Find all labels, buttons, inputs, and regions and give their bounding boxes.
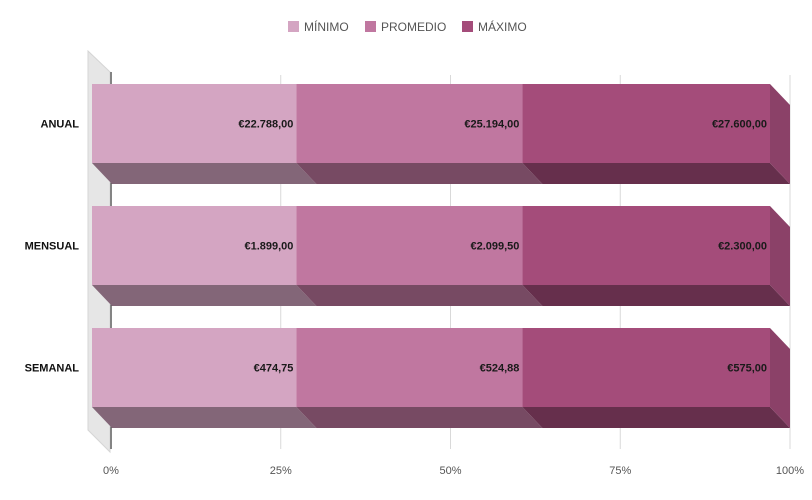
x-tick-label: 25%	[270, 465, 292, 477]
bar-segment[interactable]	[92, 206, 297, 285]
bar-depth-face	[296, 407, 543, 428]
bar-segment[interactable]	[296, 84, 523, 163]
x-tick-label: 100%	[776, 465, 804, 477]
legend-swatch	[462, 21, 473, 32]
bar-segment[interactable]	[522, 84, 770, 163]
bar-segment[interactable]	[92, 328, 297, 407]
legend[interactable]: MÍNIMO PROMEDIO MÁXIMO	[288, 19, 527, 34]
legend-item[interactable]: MÍNIMO	[288, 19, 349, 34]
category-labels: ANUAL MENSUAL SEMANAL	[25, 119, 80, 375]
bar-end-cap	[770, 206, 790, 306]
bar-depth-face	[522, 407, 790, 428]
data-label: €2.300,00	[718, 241, 767, 253]
category-label: ANUAL	[41, 119, 80, 131]
bar-depth-face	[296, 163, 543, 184]
bar-end-cap	[770, 328, 790, 428]
bar-segment[interactable]	[296, 206, 523, 285]
bar-depth-face	[296, 285, 543, 306]
bar-segment[interactable]	[296, 328, 523, 407]
x-tick-label: 0%	[103, 465, 119, 477]
data-label: €22.788,00	[238, 119, 293, 131]
bars	[92, 84, 790, 428]
data-label: €524,88	[480, 363, 520, 375]
legend-label: MÍNIMO	[304, 19, 349, 34]
data-label: €27.600,00	[712, 119, 767, 131]
legend-swatch	[288, 21, 299, 32]
data-label: €25.194,00	[464, 119, 519, 131]
category-label: MENSUAL	[25, 241, 80, 253]
x-tick-label: 50%	[439, 465, 461, 477]
data-label: €2.099,50	[470, 241, 519, 253]
bar-end-cap	[770, 84, 790, 184]
legend-swatch	[365, 21, 376, 32]
data-labels: €22.788,00 €25.194,00 €27.600,00 €1.899,00 €…	[238, 119, 767, 375]
bar-depth-face	[92, 285, 317, 306]
bar-depth-face	[92, 163, 317, 184]
bar-segment[interactable]	[522, 206, 770, 285]
data-label: €1.899,00	[244, 241, 293, 253]
bar-depth-face	[522, 163, 790, 184]
legend-label: MÁXIMO	[478, 19, 527, 34]
legend-label: PROMEDIO	[381, 20, 446, 34]
bar-depth-face	[92, 407, 317, 428]
x-tick-label: 75%	[609, 465, 631, 477]
legend-item[interactable]: PROMEDIO	[365, 20, 446, 34]
bar-segment[interactable]	[92, 84, 297, 163]
bar-depth-face	[522, 285, 790, 306]
x-axis-ticks: 0% 25% 50% 75% 100%	[103, 465, 804, 477]
category-label: SEMANAL	[25, 363, 80, 375]
data-label: €575,00	[727, 363, 767, 375]
data-label: €474,75	[254, 363, 294, 375]
legend-item[interactable]: MÁXIMO	[462, 19, 527, 34]
bar-segment[interactable]	[522, 328, 770, 407]
